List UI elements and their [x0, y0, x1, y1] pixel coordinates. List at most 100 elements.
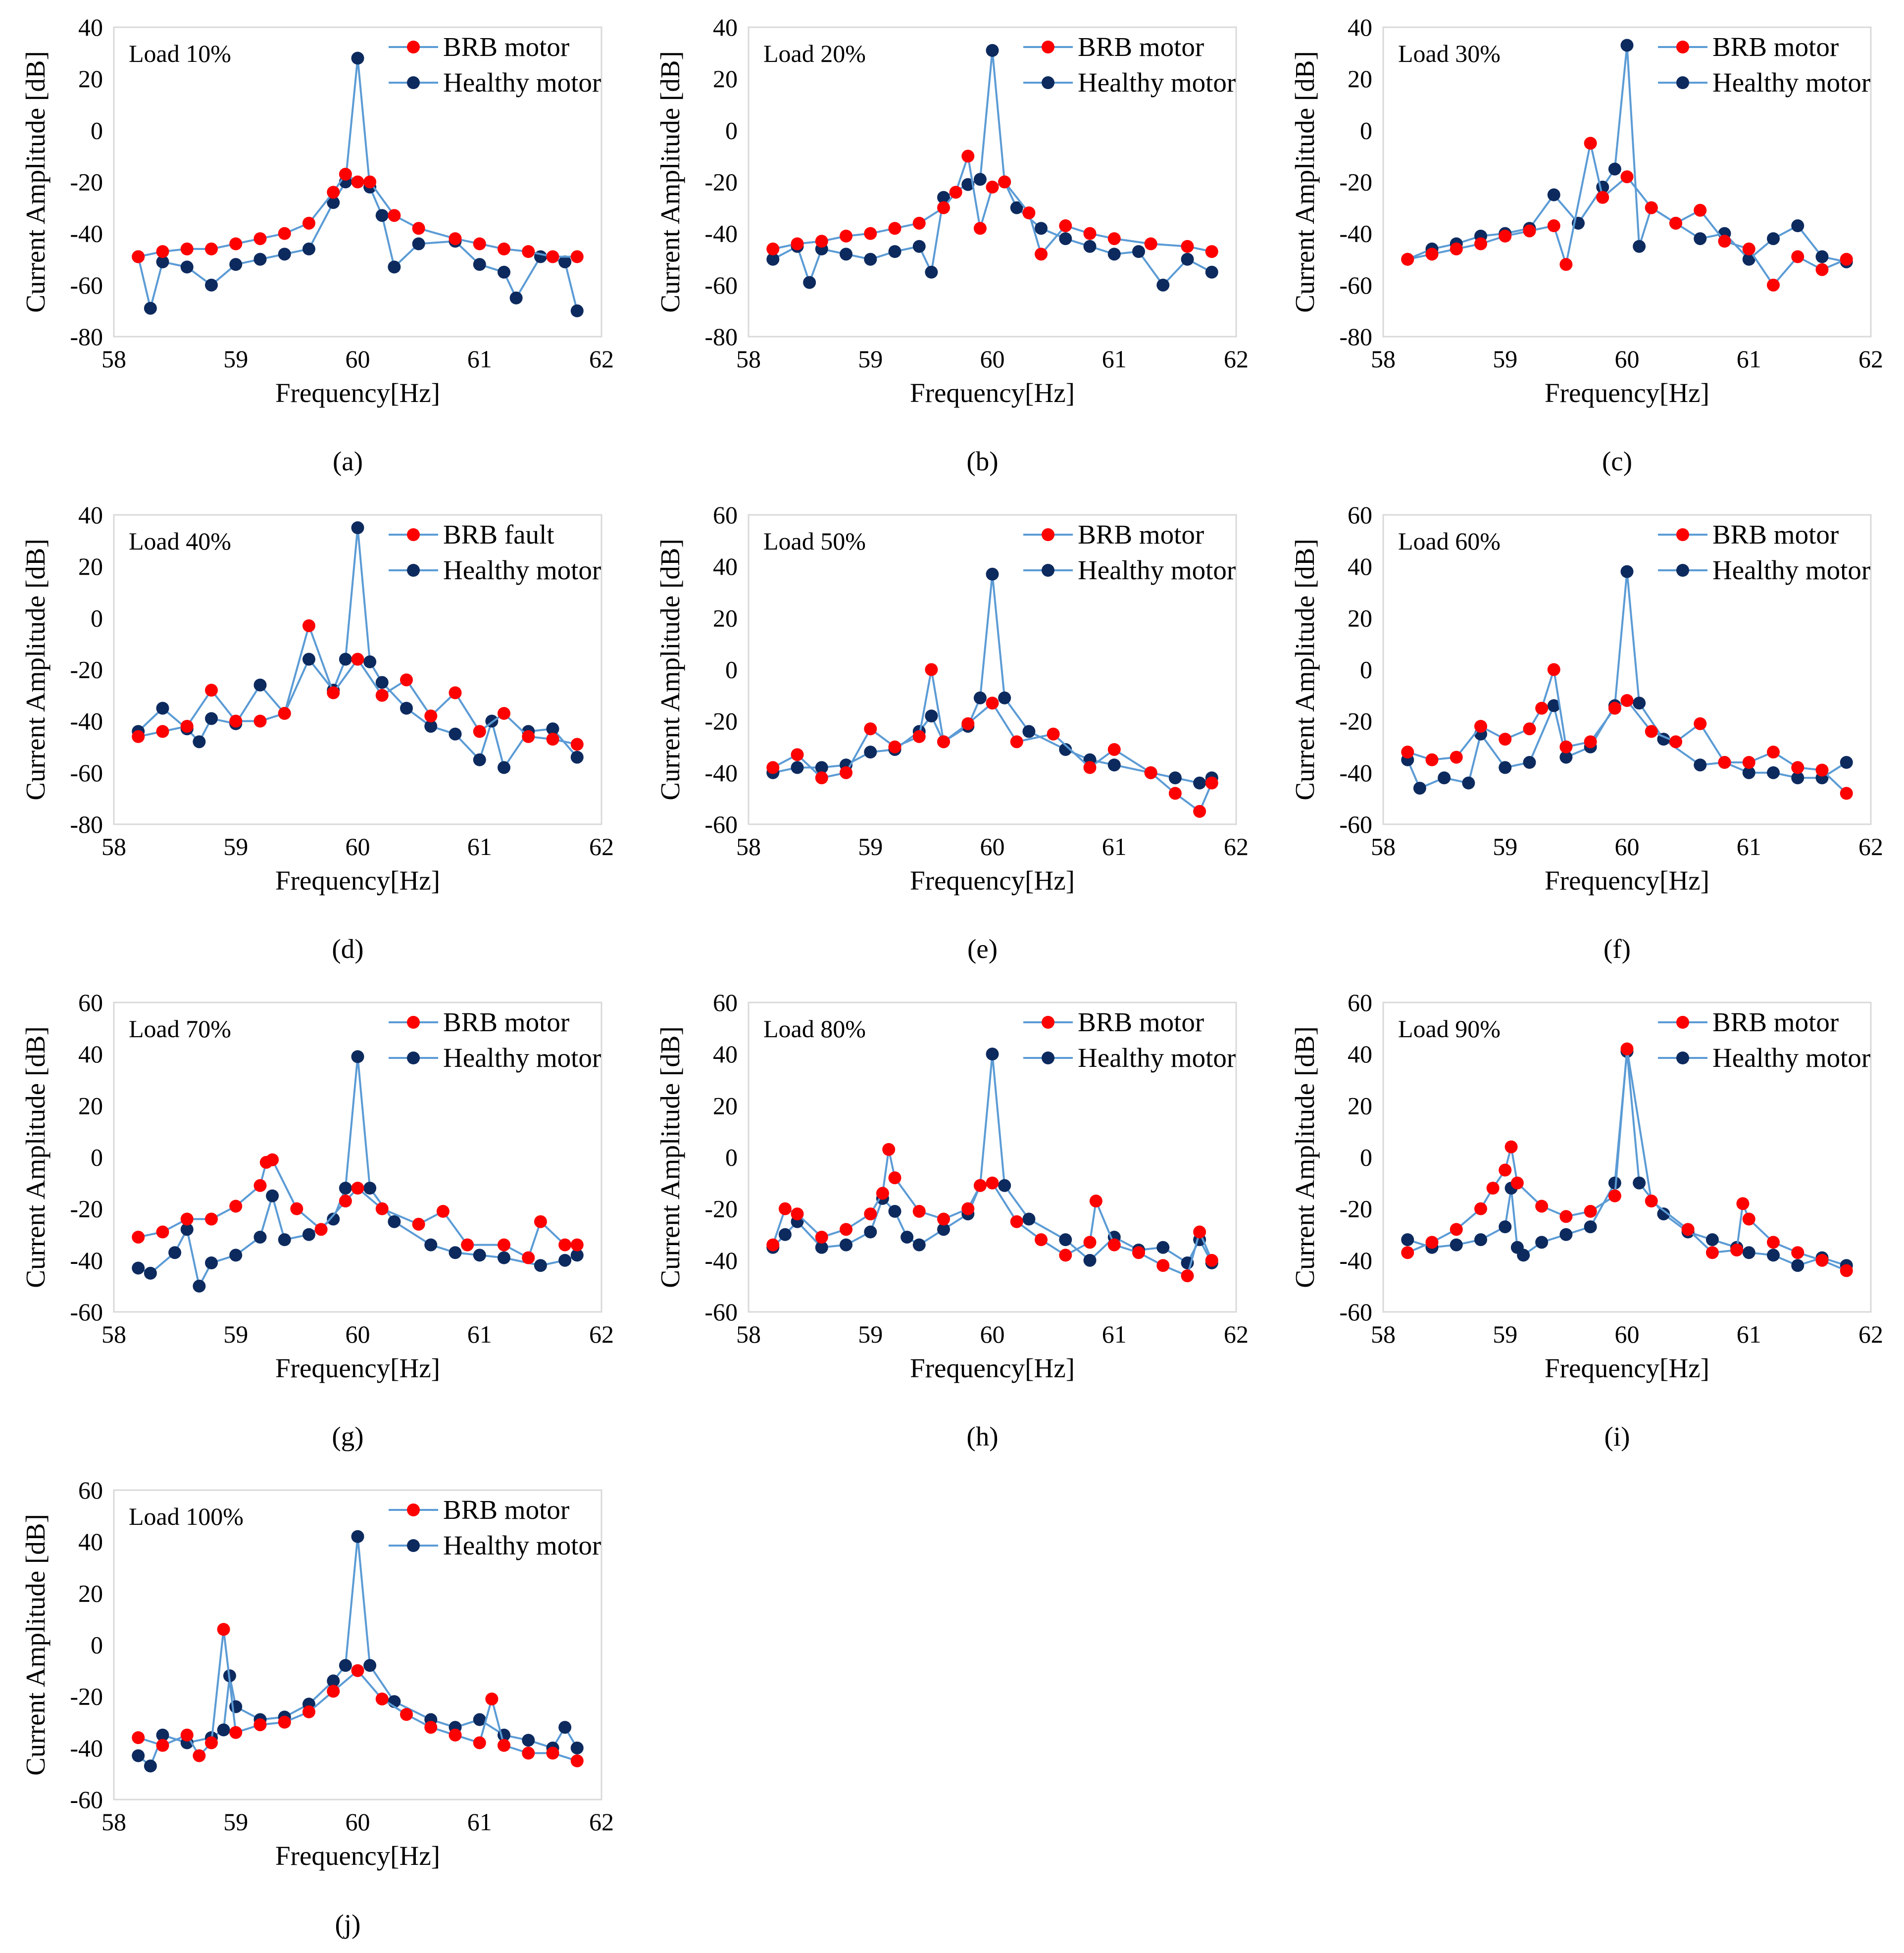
brb-data-point — [1608, 1189, 1621, 1202]
healthy-data-point — [1022, 725, 1036, 738]
y-tick-label: -40 — [70, 1247, 103, 1274]
legend-marker — [407, 528, 420, 541]
y-tick-label: -20 — [70, 1683, 103, 1710]
brb-data-point — [473, 1736, 486, 1750]
healthy-data-point — [1608, 162, 1621, 176]
healthy-data-point — [1547, 188, 1560, 201]
healthy-data-point — [351, 1050, 364, 1063]
healthy-data-point — [925, 265, 938, 279]
brb-data-point — [1107, 232, 1121, 246]
healthy-data-point — [925, 709, 938, 723]
healthy-data-point — [424, 1238, 438, 1252]
brb-data-point — [1815, 1253, 1829, 1267]
brb-data-point — [351, 1182, 364, 1195]
brb-data-point — [302, 216, 315, 230]
x-tick-label: 62 — [1224, 345, 1249, 373]
brb-data-point — [473, 237, 486, 250]
y-tick-label: 40 — [713, 552, 738, 580]
brb-data-point — [1705, 1246, 1719, 1259]
series-line — [138, 1055, 578, 1287]
brb-data-point — [436, 1204, 450, 1218]
legend-label: BRB fault — [443, 519, 554, 550]
healthy-data-point — [791, 761, 804, 774]
brb-data-point — [998, 175, 1011, 189]
brb-data-point — [1474, 237, 1487, 250]
brb-data-point — [1815, 263, 1829, 276]
brb-data-point — [1010, 735, 1023, 749]
brb-data-point — [546, 250, 559, 263]
brb-data-point — [888, 740, 902, 753]
brb-data-point — [278, 707, 291, 720]
y-tick-label: 0 — [725, 116, 738, 144]
brb-data-point — [791, 1207, 804, 1221]
brb-data-point — [546, 733, 559, 746]
brb-data-point — [961, 1202, 975, 1215]
brb-data-point — [1559, 258, 1573, 271]
x-tick-label: 59 — [223, 1808, 248, 1836]
brb-data-point — [815, 1230, 828, 1244]
plot-area — [748, 1002, 1237, 1313]
healthy-data-point — [1132, 245, 1145, 258]
brb-data-point — [1425, 248, 1439, 261]
healthy-data-point — [1022, 1212, 1036, 1226]
y-tick-label: 60 — [713, 501, 738, 529]
y-tick-label: -60 — [70, 1786, 103, 1813]
brb-data-point — [1547, 219, 1560, 233]
brb-data-point — [1584, 1204, 1597, 1218]
brb-data-point — [1425, 1236, 1439, 1249]
legend-label: BRB motor — [1712, 519, 1839, 550]
brb-data-point — [570, 250, 584, 263]
x-tick-label: 60 — [980, 345, 1005, 373]
brb-data-point — [1815, 763, 1829, 777]
y-tick-label: -20 — [70, 1195, 103, 1223]
y-tick-label: 20 — [78, 65, 103, 93]
brb-data-point — [229, 714, 243, 728]
brb-data-point — [570, 1238, 584, 1252]
legend-label: BRB motor — [1078, 32, 1204, 62]
y-tick-label: -40 — [70, 1734, 103, 1762]
y-tick-label: -20 — [1339, 707, 1372, 735]
brb-data-point — [1168, 787, 1182, 800]
brb-data-point — [180, 720, 194, 733]
healthy-data-point — [1535, 1236, 1549, 1249]
y-tick-label: -20 — [1339, 168, 1372, 196]
brb-data-point — [815, 771, 828, 785]
healthy-data-point — [327, 1212, 340, 1226]
x-tick-label: 61 — [467, 1320, 492, 1348]
chart-panel: -80 -60 -40 -20 0 20 40 58 59 60 61 62 Frequency[Hz]… — [0, 488, 635, 975]
y-tick-label: 20 — [713, 1092, 738, 1119]
series-line — [772, 155, 1212, 255]
x-tick-label: 60 — [1615, 1320, 1640, 1348]
healthy-data-point — [1547, 699, 1560, 712]
brb-data-point — [1840, 1264, 1853, 1277]
y-tick-label: 60 — [78, 989, 103, 1016]
healthy-data-point — [1156, 278, 1170, 292]
healthy-data-point — [302, 652, 315, 666]
brb-data-point — [1767, 1236, 1780, 1249]
brb-data-point — [278, 227, 291, 240]
healthy-data-point — [1742, 1246, 1755, 1259]
brb-data-point — [1840, 252, 1853, 266]
healthy-data-point — [570, 304, 584, 317]
healthy-data-point — [1694, 758, 1707, 772]
healthy-data-point — [1499, 761, 1512, 774]
chart-svg: -60 -40 -20 0 20 40 60 58 59 60 61 62 Frequency[Hz] C… — [1290, 989, 1883, 1452]
brb-data-point — [205, 242, 218, 255]
y-tick-label: 20 — [713, 604, 738, 632]
y-tick-label: -80 — [704, 323, 738, 351]
legend-label: BRB motor — [443, 1495, 569, 1525]
y-axis-label: Current Amplitude [dB] — [655, 51, 685, 313]
healthy-data-point — [351, 521, 364, 535]
healthy-data-point — [363, 1182, 377, 1195]
brb-data-point — [253, 1179, 267, 1192]
brb-data-point — [132, 250, 145, 263]
healthy-data-point — [973, 691, 987, 704]
y-tick-label: 0 — [91, 116, 103, 144]
x-tick-label: 59 — [1493, 1320, 1517, 1348]
legend-marker — [1042, 564, 1054, 577]
brb-data-point — [522, 1747, 535, 1760]
brb-data-point — [375, 1202, 389, 1215]
healthy-data-point — [205, 712, 218, 725]
brb-data-point — [986, 180, 999, 194]
